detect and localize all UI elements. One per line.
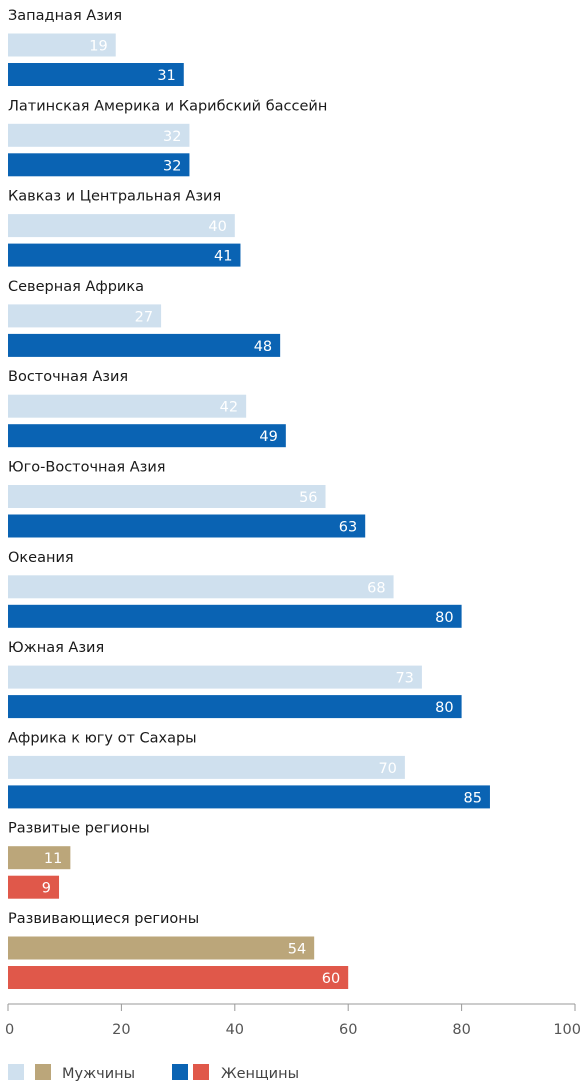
data-label: 31 [157,68,175,84]
bar-women [8,514,366,538]
bar-women [8,153,190,177]
category-label: Развивающиеся регионы [8,911,199,927]
data-label: 48 [254,339,272,355]
category-group: Кавказ и Центральная Азия 40 41 [8,189,241,267]
data-label: 56 [299,490,317,506]
bar-women [8,604,462,628]
data-label: 80 [435,610,453,626]
bar-women [8,785,490,809]
data-label: 42 [220,400,238,416]
data-label: 32 [163,158,181,174]
legend-label-men: Мужчины [62,1066,135,1082]
category-group: Развивающиеся регионы 54 60 [8,911,349,989]
tick-label: 60 [339,1022,357,1038]
category-label: Северная Африка [8,279,144,295]
legend-swatch-men-aggregate [35,1064,51,1080]
category-group: Океания 68 80 [8,550,462,628]
data-label: 80 [435,700,453,716]
tick-label: 20 [112,1022,130,1038]
bar-women [8,63,184,86]
category-group: Западная Азия 19 31 [8,8,184,86]
bar-women [8,243,241,267]
data-label: 11 [44,851,62,867]
category-label: Южная Азия [8,640,104,656]
bar-men [8,936,315,960]
data-label: 60 [322,971,340,987]
bar-men [8,33,116,57]
category-group: Северная Африка 27 48 [8,279,281,357]
tick-label: 100 [553,1022,581,1038]
category-group: Развитые регионы 11 9 [8,821,150,899]
legend: Мужчины Женщины [8,1064,299,1082]
category-label: Западная Азия [8,8,122,24]
bar-men [8,846,71,870]
category-label: Кавказ и Центральная Азия [8,189,221,205]
tick-label: 0 [5,1022,14,1038]
data-label: 68 [367,580,385,596]
data-label: 63 [339,520,357,536]
category-label: Восточная Азия [8,369,128,385]
category-label: Латинская Америка и Карибский бассейн [8,98,327,114]
category-group: Африка к югу от Сахары 70 85 [8,730,490,809]
data-label: 85 [463,790,481,806]
category-label: Развитые регионы [8,821,150,837]
bar-men [8,304,162,328]
legend-swatch-men-regions [8,1064,24,1080]
legend-label-women: Женщины [221,1066,299,1082]
data-label: 27 [135,309,153,325]
x-axis: 0 20 40 60 80 100 [5,1003,581,1038]
bar-women [8,875,60,899]
data-label: 70 [378,761,396,777]
bar-men [8,575,394,599]
bar-women [8,424,286,448]
bar-men [8,394,247,418]
data-label: 9 [42,881,51,897]
data-label: 54 [288,942,306,958]
category-group: Южная Азия 73 80 [8,640,462,719]
bar-women [8,333,281,357]
bar-women [8,966,349,989]
data-label: 19 [89,39,107,55]
data-label: 41 [214,249,232,265]
chart-groups: Западная Азия 19 31 Латинская Америка и Кар… [8,8,490,989]
bar-men [8,214,235,238]
category-label: Океания [8,550,74,566]
category-group: Восточная Азия 42 49 [8,369,286,448]
legend-swatch-women-regions [172,1064,188,1080]
bar-men [8,755,405,779]
bar-women [8,695,462,719]
category-group: Латинская Америка и Карибский бассейн 32 3… [8,98,327,177]
data-label: 40 [208,219,226,235]
legend-swatch-women-aggregate [193,1064,209,1080]
category-label: Юго-Восточная Азия [8,460,166,476]
data-label: 73 [395,671,413,687]
category-label: Африка к югу от Сахары [8,730,197,746]
tick-label: 80 [452,1022,470,1038]
bar-men [8,485,326,508]
tick-label: 40 [226,1022,244,1038]
bar-men [8,123,190,147]
category-group: Юго-Восточная Азия 56 63 [8,460,366,538]
data-label: 49 [259,429,277,445]
bar-men [8,665,422,689]
data-label: 32 [163,129,181,145]
